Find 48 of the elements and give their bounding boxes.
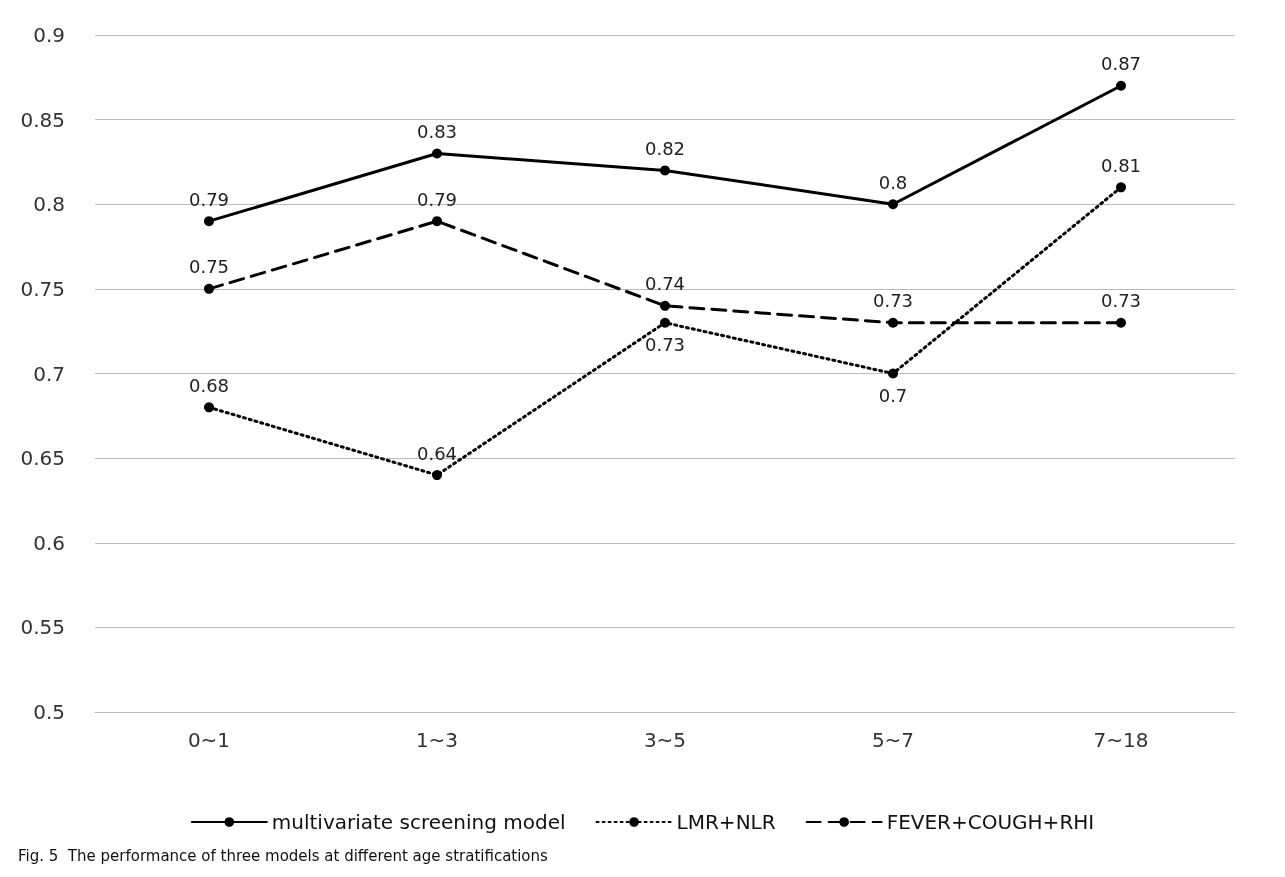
point (660, 300, 670, 311)
y-tick-label: 0.7 (33, 361, 65, 386)
point (204, 283, 214, 294)
x-tick-label: 5~7 (871, 728, 915, 752)
caption: Fig. 5 The performance of three models at different age stratifications (18, 846, 549, 865)
data-label: 0.73 (1100, 290, 1142, 312)
data-label: 0.73 (644, 334, 686, 356)
data-label: 0.74 (644, 273, 686, 295)
y-tick-label: 0.55 (20, 615, 65, 640)
data-label: 0.73 (872, 290, 914, 312)
point (204, 216, 214, 227)
legend-label: LMR+NLR (676, 810, 776, 834)
data-label: 0.8 (878, 171, 908, 193)
legend-label: FEVER+COUGH+RHI (886, 810, 1095, 834)
point (204, 402, 214, 413)
data-label: 0.83 (416, 120, 458, 142)
point (432, 470, 442, 481)
point (660, 317, 670, 328)
x-tick-label: 3~5 (643, 728, 687, 752)
data-label: 0.68 (188, 374, 230, 396)
point (888, 368, 898, 379)
y-tick-label: 0.8 (33, 192, 65, 217)
y-tick-label: 0.75 (20, 276, 65, 301)
point (660, 165, 670, 176)
data-label: 0.82 (644, 137, 686, 159)
x-tick-label: 0~1 (187, 728, 231, 752)
data-label: 0.79 (188, 188, 230, 210)
point (888, 199, 898, 210)
x-tick-label: 7~18 (1093, 728, 1149, 752)
y-tick-label: 0.85 (20, 107, 65, 132)
data-label: 0.64 (416, 442, 458, 464)
point (1116, 80, 1126, 91)
legend-label: multivariate screening model (271, 810, 566, 834)
y-tick-label: 0.6 (33, 530, 65, 555)
y-tick-label: 0.9 (33, 23, 65, 47)
point (1116, 182, 1126, 193)
y-tick-label: 0.5 (33, 700, 65, 724)
point (888, 317, 898, 328)
point (1116, 317, 1126, 328)
point (432, 148, 442, 159)
data-label: 0.7 (878, 385, 908, 406)
data-label: 0.75 (188, 256, 230, 278)
y-tick-label: 0.65 (20, 446, 65, 471)
data-label: 0.79 (416, 188, 458, 210)
data-label: 0.87 (1100, 53, 1142, 75)
data-label: 0.81 (1100, 154, 1142, 176)
x-tick-label: 1~3 (415, 728, 459, 752)
point (432, 216, 442, 227)
